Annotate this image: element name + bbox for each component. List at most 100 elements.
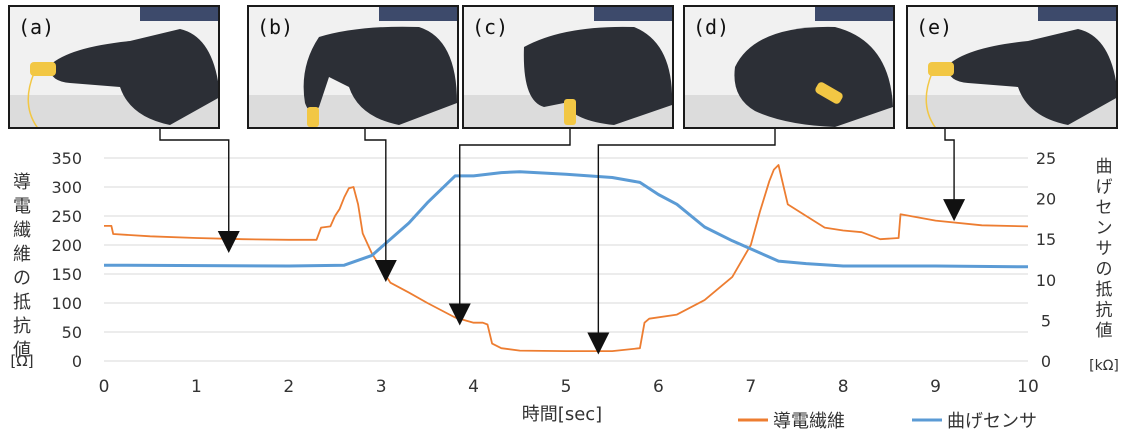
axis-label-glyph: 抗 <box>1096 301 1113 321</box>
x-axis-label: 時間[sec] <box>522 404 602 425</box>
right-tick-label: 15 <box>1036 230 1056 249</box>
glove-hand <box>734 26 893 127</box>
x-tick-label: 10 <box>1017 377 1039 397</box>
photo-panel-d: (d) <box>683 5 895 129</box>
arrow-head <box>587 332 610 355</box>
axis-label-glyph: 曲 <box>1096 157 1113 177</box>
arrow-head <box>374 260 397 282</box>
panel-label-d: (d) <box>693 15 730 39</box>
sensor-strip <box>1038 7 1116 21</box>
right-tick-label: 25 <box>1036 149 1056 168</box>
alligator-clip <box>564 99 576 125</box>
sensor-strip <box>594 7 672 21</box>
panel-label-c: (c) <box>472 15 509 39</box>
arrow-head <box>448 303 471 326</box>
axis-label-glyph: 抵 <box>13 292 31 313</box>
x-tick-label: 8 <box>838 377 849 397</box>
left-tick-label: 50 <box>62 323 82 342</box>
left-tick-label: 250 <box>51 207 82 226</box>
axis-label-glyph: の <box>13 268 31 289</box>
axis-label-glyph: 抵 <box>1096 280 1113 300</box>
x-tick-label: 6 <box>653 377 664 397</box>
glove-photo-a <box>10 7 218 127</box>
clip-wire <box>27 72 38 127</box>
panel-label-b: (b) <box>257 15 294 39</box>
axis-label-glyph: サ <box>1096 239 1113 259</box>
right-axis-ticks: 0 5 10 15 20 25 <box>1036 149 1056 371</box>
x-tick-label: 5 <box>561 377 572 397</box>
axis-label-glyph: の <box>1096 260 1113 280</box>
axis-label-glyph: 値 <box>13 340 31 361</box>
axis-label-glyph: 繊 <box>13 220 31 241</box>
left-axis-ticks: 0 50 100 150 200 250 300 350 <box>51 149 82 371</box>
grid-lines <box>104 157 1028 362</box>
axis-label-glyph: ン <box>1096 219 1113 239</box>
glove-photo-e <box>908 7 1116 127</box>
right-tick-label: 10 <box>1036 271 1056 290</box>
axis-label-glyph: 電 <box>13 196 31 217</box>
left-tick-label: 300 <box>51 178 82 197</box>
alligator-clip <box>928 62 954 76</box>
x-tick-label: 2 <box>283 377 294 397</box>
right-axis-unit: [kΩ] <box>1089 358 1119 374</box>
glove-hand <box>49 29 218 125</box>
annotation-line <box>944 129 955 202</box>
annotation-arrows <box>159 129 966 355</box>
panel-label-e: (e) <box>916 15 953 39</box>
glove-hand <box>947 29 1116 125</box>
series-line-fiber <box>104 164 1029 352</box>
series-line-sensor <box>103 170 1029 269</box>
axis-label-glyph: 抗 <box>13 316 31 337</box>
sensor-strip <box>140 7 218 21</box>
glove-hand <box>303 26 457 125</box>
left-tick-label: 150 <box>51 265 82 284</box>
alligator-clip <box>307 107 319 127</box>
x-tick-label: 1 <box>191 377 202 397</box>
series-layer <box>103 164 1029 352</box>
glove-photo-c <box>464 7 672 127</box>
photo-panel-b: (b) <box>247 5 459 129</box>
left-tick-label: 100 <box>51 294 82 313</box>
legend: 導電繊維 曲げセンサ <box>738 411 1037 432</box>
arrow-head <box>217 231 240 253</box>
annotation-line <box>364 129 387 262</box>
x-tick-label: 9 <box>930 377 941 397</box>
annotation-line <box>459 129 571 306</box>
left-tick-label: 200 <box>51 236 82 255</box>
legend-label-sensor: 曲げセンサ <box>947 411 1037 432</box>
axis-label-glyph: げ <box>1096 178 1113 198</box>
x-axis-ticks: 0 1 2 3 4 5 6 7 8 9 10 <box>99 377 1039 397</box>
right-tick-label: 0 <box>1041 352 1051 371</box>
axis-label-glyph: 維 <box>13 244 31 265</box>
photo-panel-c: (c) <box>462 5 674 129</box>
left-tick-label: 0 <box>72 352 82 371</box>
x-tick-label: 4 <box>468 377 479 397</box>
annotation-line <box>597 129 776 335</box>
legend-label-fiber: 導電繊維 <box>773 411 845 432</box>
annotation-line <box>159 129 230 233</box>
arrow-head <box>943 199 966 222</box>
sensor-strip <box>379 7 457 21</box>
right-tick-label: 20 <box>1036 190 1056 209</box>
panel-label-a: (a) <box>18 15 55 39</box>
right-tick-label: 5 <box>1041 311 1051 330</box>
sensor-strip <box>815 7 893 21</box>
alligator-clip <box>30 62 56 76</box>
glove-photo-d <box>685 7 893 127</box>
left-axis-unit: [Ω] <box>10 352 33 370</box>
glove-photo-b <box>249 7 457 127</box>
x-tick-label: 0 <box>99 377 110 397</box>
x-tick-label: 3 <box>376 377 387 397</box>
glove-hand <box>523 26 672 125</box>
axis-label-glyph: 導 <box>13 172 31 193</box>
left-tick-label: 350 <box>51 149 82 168</box>
clip-wire <box>925 72 936 127</box>
axis-label-glyph: セ <box>1096 198 1113 218</box>
alligator-clip <box>815 82 843 104</box>
photo-panel-e: (e) <box>906 5 1118 129</box>
photo-panel-a: (a) <box>8 5 220 129</box>
